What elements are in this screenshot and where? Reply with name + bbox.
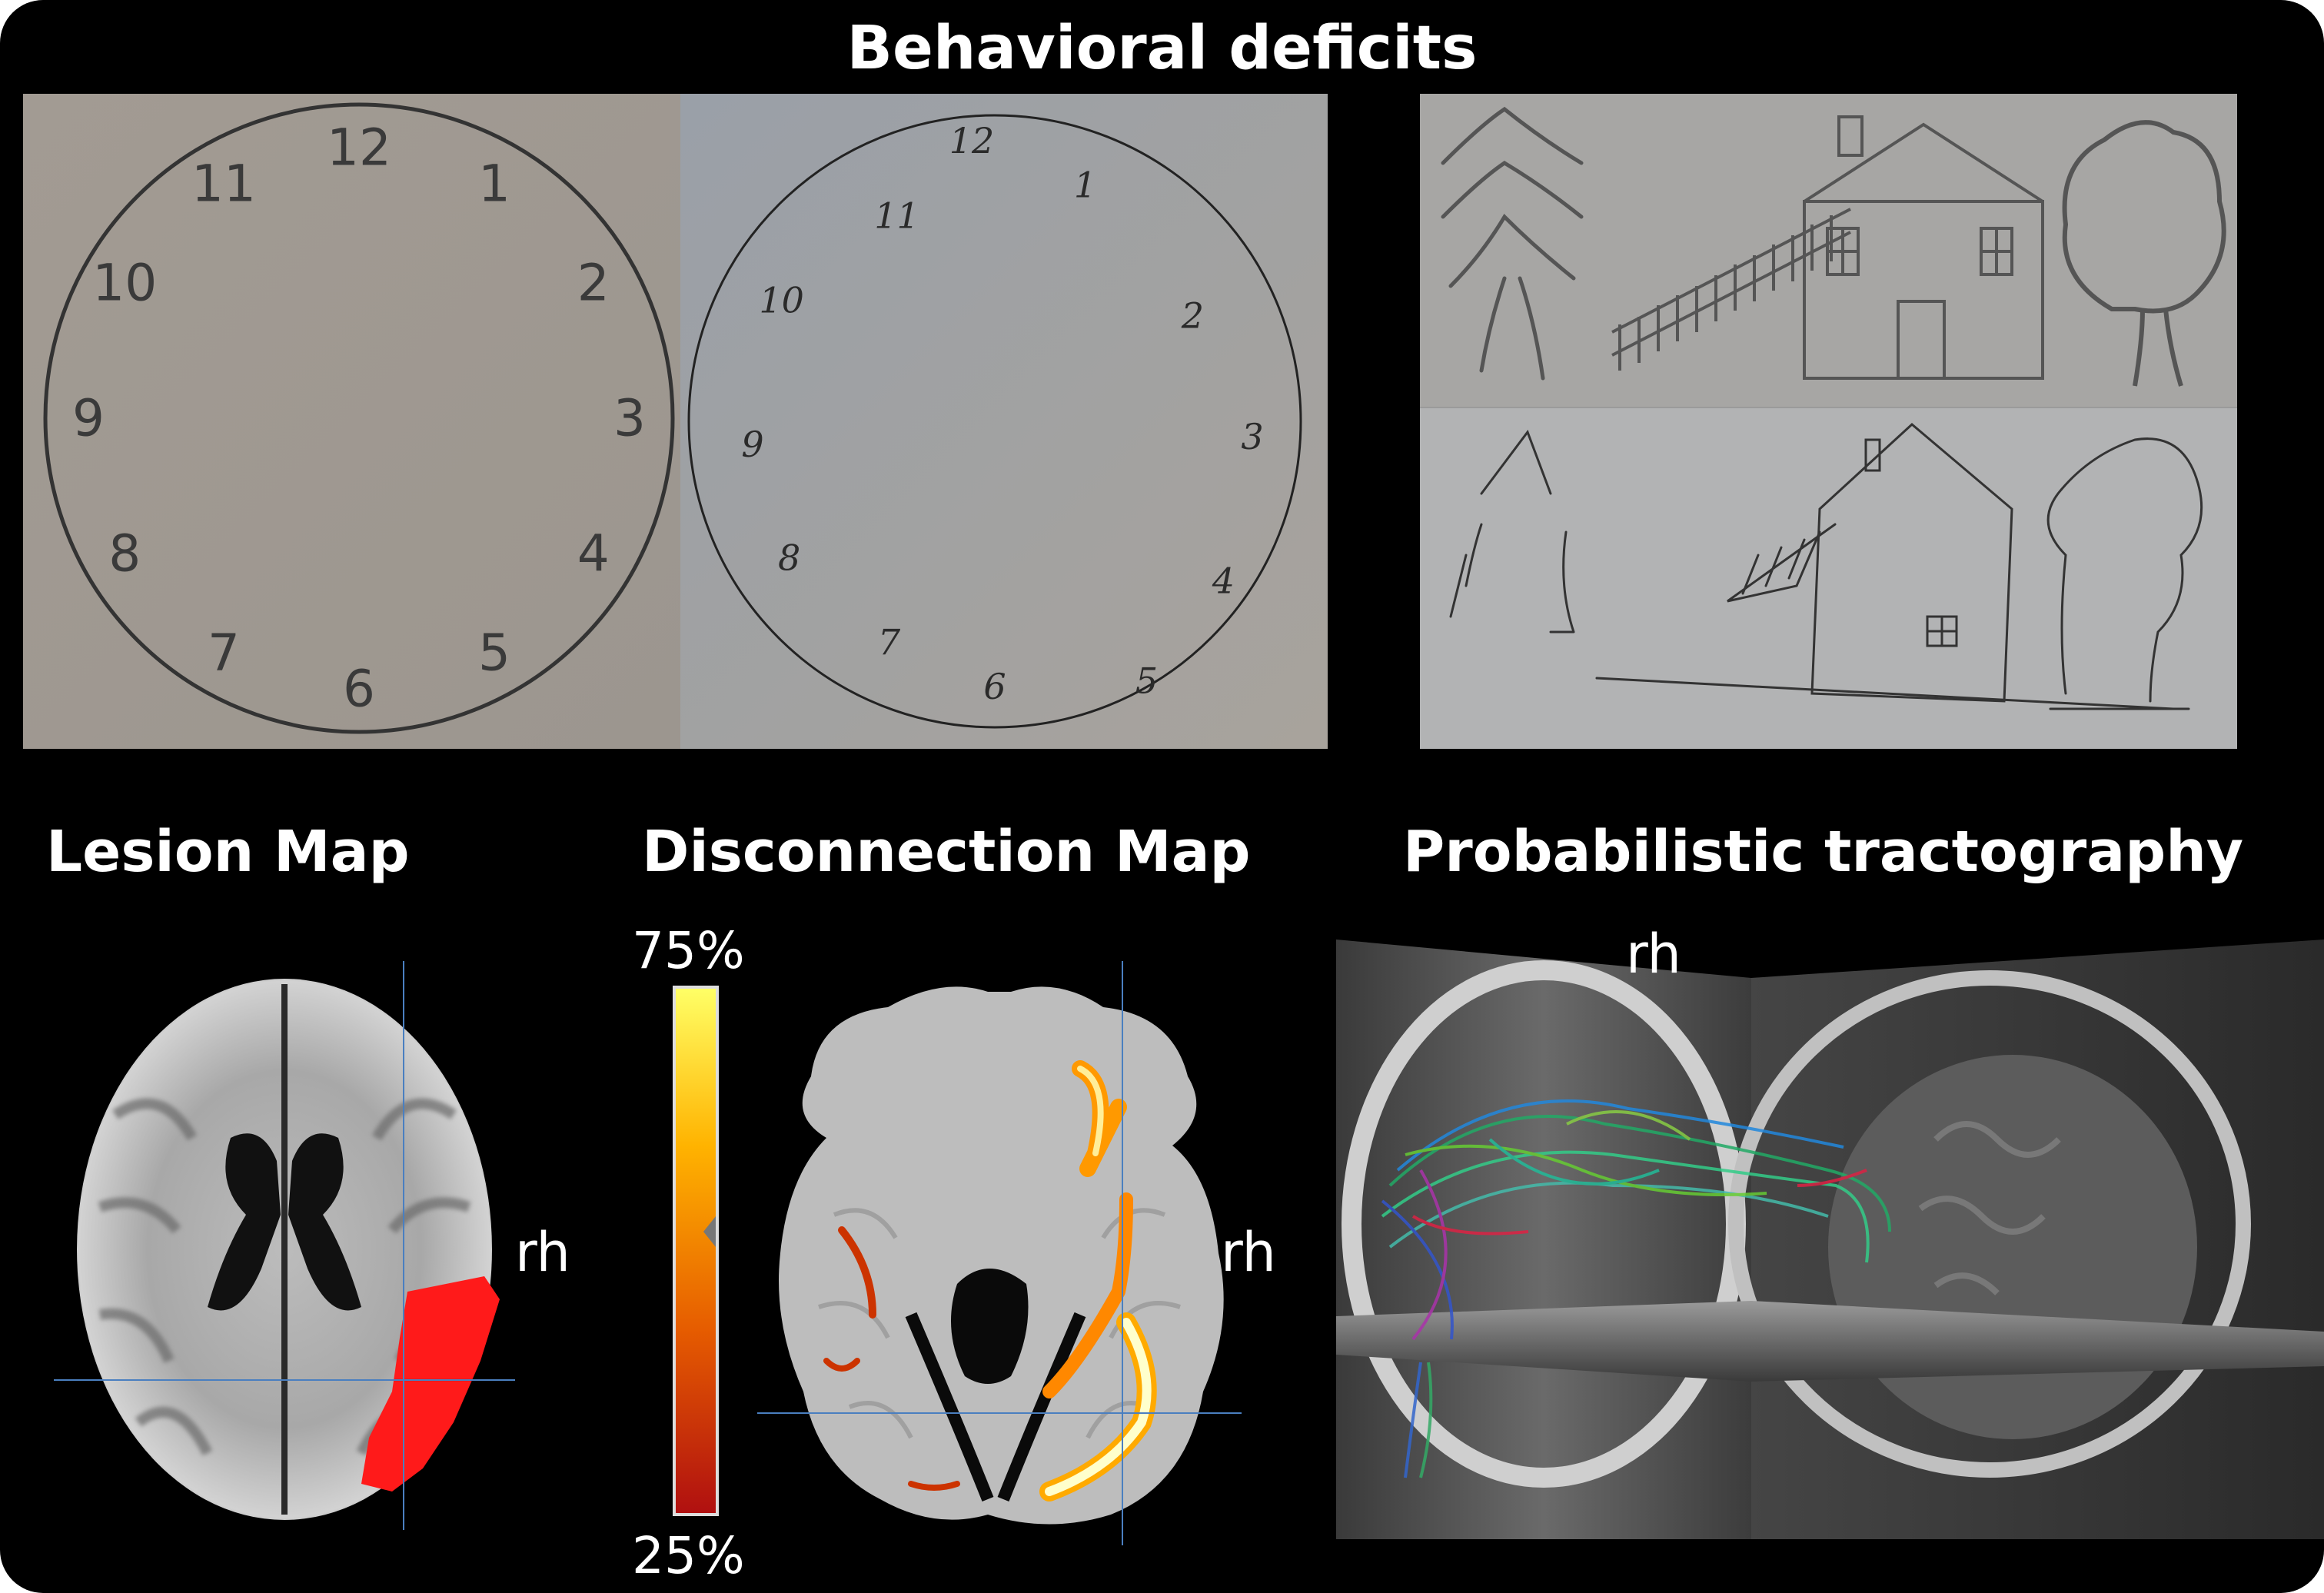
patient-clock-face bbox=[687, 114, 1302, 729]
clock-number: 3 bbox=[1241, 416, 1263, 457]
clock-drawing-panel: 12 1 2 3 4 5 6 7 8 9 10 11 12 1 2 3 4 5 6 7 8 9 10 11 bbox=[23, 94, 1328, 749]
disconnection-map-image bbox=[757, 961, 1242, 1545]
clock-number: 10 bbox=[759, 280, 804, 321]
disconnection-map-title: Disconnection Map bbox=[642, 819, 1251, 885]
model-tree-right bbox=[2062, 120, 2226, 387]
clock-number: 7 bbox=[208, 623, 240, 682]
clock-number: 3 bbox=[613, 389, 646, 448]
axial-mri-plane bbox=[1336, 1301, 2324, 1382]
behavioral-deficits-title: Behavioral deficits bbox=[846, 14, 1478, 83]
clock-number: 7 bbox=[878, 621, 901, 663]
midbrain-region bbox=[951, 1269, 1029, 1384]
probabilistic-tractography-title: Probabilistic tractography bbox=[1403, 819, 2244, 885]
clock-number: 8 bbox=[778, 537, 800, 579]
template-clock-paper bbox=[23, 94, 680, 749]
tractography-image bbox=[1336, 940, 2324, 1539]
clock-number: 6 bbox=[343, 660, 375, 719]
colorbar-max-label: 75% bbox=[632, 921, 745, 980]
disconnection-rh-label: rh bbox=[1221, 1221, 1276, 1284]
patient-scene-copy bbox=[1449, 423, 2203, 710]
clock-number: 10 bbox=[92, 254, 157, 313]
clock-number: 1 bbox=[1074, 165, 1096, 206]
clock-number: 5 bbox=[1135, 660, 1158, 701]
fiber-tracts bbox=[1381, 1099, 1891, 1478]
lesion-map-image bbox=[54, 961, 530, 1530]
clock-number: 11 bbox=[874, 195, 919, 237]
clock-number: 9 bbox=[741, 424, 763, 465]
clock-number: 12 bbox=[949, 120, 995, 161]
clock-number: 9 bbox=[72, 389, 105, 448]
colorbar-min-label: 25% bbox=[632, 1526, 745, 1585]
axial-brain-slice-disconnection bbox=[779, 986, 1224, 1525]
disconnection-colorbar bbox=[673, 986, 719, 1516]
clock-number: 4 bbox=[577, 524, 610, 584]
model-fence bbox=[1611, 208, 1851, 371]
patient-clock-paper bbox=[680, 94, 1328, 749]
scene-copy-panel bbox=[1420, 94, 2237, 749]
lesion-map-title: Lesion Map bbox=[46, 819, 410, 885]
clock-number: 8 bbox=[108, 524, 141, 584]
coronal-mri-plane bbox=[1336, 940, 1751, 1539]
clock-number: 12 bbox=[327, 118, 391, 178]
clock-number: 2 bbox=[577, 254, 610, 313]
clock-number: 5 bbox=[478, 623, 510, 682]
clock-number: 2 bbox=[1181, 295, 1204, 337]
patient-drawing-paper bbox=[1420, 407, 2237, 749]
lesion-region bbox=[361, 1276, 500, 1492]
tractography-rh-label: rh bbox=[1626, 923, 1681, 986]
template-clock-face bbox=[43, 102, 675, 734]
model-tree-left bbox=[1441, 106, 1584, 381]
disconnection-tracts bbox=[823, 1060, 1157, 1502]
clock-number: 11 bbox=[191, 155, 256, 214]
lesion-rh-label: rh bbox=[515, 1221, 570, 1284]
model-house bbox=[1803, 115, 2044, 380]
lateral-ventricles bbox=[208, 1133, 361, 1311]
clock-number: 4 bbox=[1212, 560, 1235, 602]
clock-number: 1 bbox=[478, 155, 510, 214]
clock-number: 6 bbox=[983, 666, 1006, 707]
